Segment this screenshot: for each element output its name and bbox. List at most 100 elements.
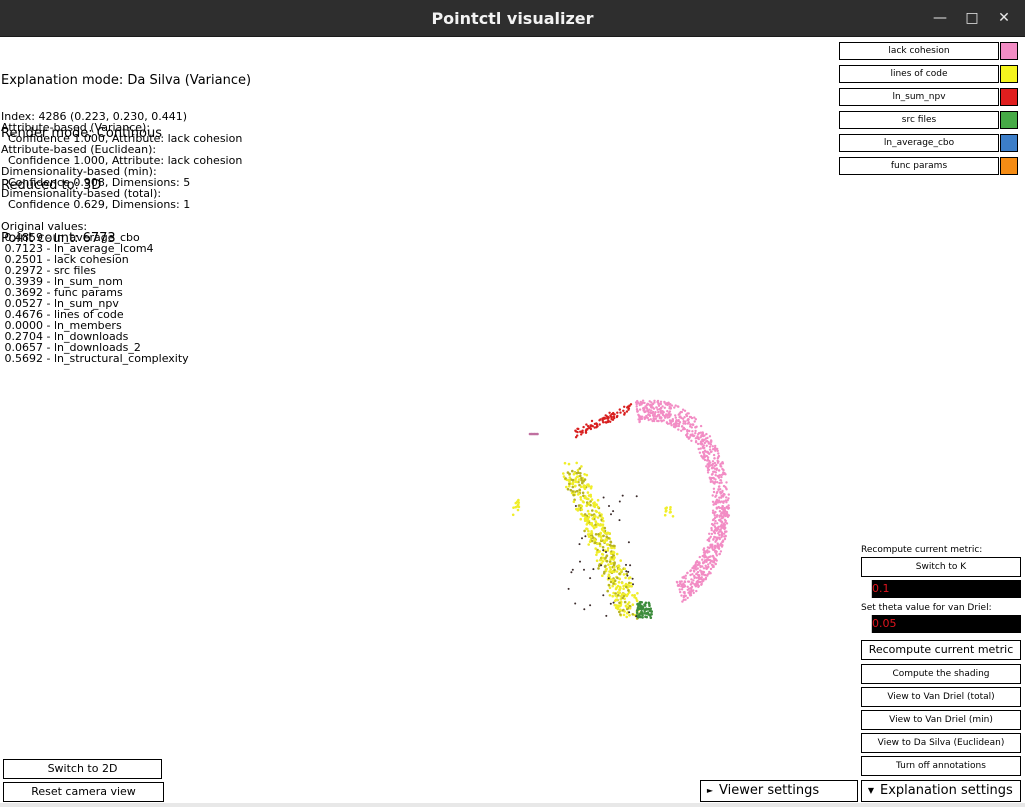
legend-item[interactable]: ln_average_cbo (839, 134, 1021, 152)
cloud-point (721, 491, 724, 494)
maximize-button[interactable]: □ (965, 10, 979, 26)
cloud-point (584, 515, 587, 519)
switch-2d-button[interactable]: Switch to 2D (3, 759, 162, 779)
cloud-point (631, 594, 634, 597)
cloud-point (710, 440, 713, 444)
k-value-field[interactable]: 0.1 (861, 580, 1021, 598)
cloud-point (608, 532, 611, 535)
cloud-point (709, 480, 712, 484)
cloud-point (575, 461, 578, 465)
cloud-point (632, 583, 634, 586)
legend-label[interactable]: func params (839, 157, 999, 175)
legend-label[interactable]: lack cohesion (839, 42, 999, 60)
cloud-point (726, 515, 730, 519)
cloud-point (709, 477, 712, 480)
switch-k-button[interactable]: Switch to K (861, 557, 1021, 577)
cloud-point (600, 538, 603, 541)
cloud-point (608, 566, 612, 569)
cloud-point (716, 522, 719, 525)
cloud-point (598, 419, 601, 422)
legend-label[interactable]: ln_average_cbo (839, 134, 999, 152)
legend-label[interactable]: lines of code (839, 65, 999, 83)
cloud-point (575, 480, 579, 484)
cloud-point (599, 531, 602, 535)
cloud-point (639, 615, 642, 619)
cloud-point (628, 581, 631, 585)
compute-shading-button[interactable]: Compute the shading (861, 664, 1021, 684)
cloud-point (627, 589, 630, 592)
cloud-point (686, 422, 690, 425)
van-driel-min-button[interactable]: View to Van Driel (min) (861, 710, 1021, 730)
cloud-point (618, 577, 621, 581)
cloud-point (610, 544, 613, 548)
cloud-point (713, 461, 717, 465)
cloud-point (598, 514, 602, 517)
legend-label[interactable]: ln_sum_npv (839, 88, 999, 106)
cloud-point (595, 423, 599, 426)
cloud-point (711, 460, 715, 463)
cloud-point (663, 416, 667, 419)
cloud-point (669, 508, 672, 511)
cloud-point (625, 605, 629, 609)
legend-label[interactable]: src files (839, 111, 999, 129)
reset-camera-button[interactable]: Reset camera view (3, 782, 164, 802)
cloud-point (601, 574, 604, 577)
cloud-point (615, 604, 618, 607)
cloud-point (618, 610, 621, 614)
cloud-point (630, 585, 633, 588)
recompute-metric-button[interactable]: Recompute current metric (861, 640, 1021, 660)
theta-value-field[interactable]: 0.05 (861, 615, 1021, 633)
cloud-point (635, 403, 638, 406)
cloud-point (636, 592, 639, 595)
cloud-point (678, 415, 681, 419)
legend-item[interactable]: ln_sum_npv (839, 88, 1021, 106)
explanation-mode-text: Explanation mode: Da Silva (Variance) (1, 73, 252, 88)
cloud-point (665, 413, 668, 416)
legend-item[interactable]: lack cohesion (839, 42, 1021, 60)
cloud-point (677, 419, 680, 422)
cloud-point (587, 501, 591, 505)
status-block: Explanation mode: Da Silva (Variance) Re… (1, 37, 251, 265)
cloud-point (694, 429, 697, 433)
cloud-point (713, 467, 716, 470)
cloud-point (643, 417, 646, 421)
da-silva-euclidean-button[interactable]: View to Da Silva (Euclidean) (861, 733, 1021, 753)
legend-item[interactable]: func params (839, 157, 1021, 175)
cloud-point (648, 604, 651, 607)
legend-item[interactable]: src files (839, 111, 1021, 129)
cloud-point (649, 418, 652, 421)
cloud-point (618, 591, 621, 594)
cloud-point (586, 491, 590, 494)
cloud-point (702, 444, 705, 447)
cloud-point (648, 609, 652, 612)
minimize-button[interactable]: — (933, 10, 947, 26)
cloud-point (703, 434, 706, 437)
cloud-point (605, 543, 609, 546)
cloud-point (623, 413, 626, 416)
annotations-toggle-button[interactable]: Turn off annotations (861, 756, 1021, 776)
cloud-point (594, 547, 597, 550)
cloud-point (641, 616, 644, 619)
cloud-point (601, 517, 605, 520)
expand-arrow-icon: ► (706, 786, 714, 795)
cloud-point (609, 578, 612, 581)
cloud-point (605, 554, 609, 557)
van-driel-total-button[interactable]: View to Van Driel (total) (861, 687, 1021, 707)
viewer-settings-header[interactable]: ► Viewer settings (700, 780, 858, 802)
cloud-point (717, 527, 720, 531)
legend-item[interactable]: lines of code (839, 65, 1021, 83)
explanation-settings-header[interactable]: ▼ Explanation settings (861, 780, 1021, 802)
cloud-point (695, 589, 698, 593)
point-cloud-viewport[interactable] (500, 390, 760, 640)
cloud-point (653, 399, 656, 402)
cloud-point (697, 436, 700, 439)
cloud-point (698, 451, 702, 454)
cloud-point (701, 431, 704, 434)
cloud-point (709, 450, 713, 454)
cloud-point (636, 602, 639, 606)
cloud-point (589, 535, 593, 539)
close-button[interactable]: ✕ (998, 10, 1010, 26)
cloud-point (703, 556, 706, 559)
cloud-point (680, 588, 684, 591)
cloud-point (613, 556, 616, 559)
